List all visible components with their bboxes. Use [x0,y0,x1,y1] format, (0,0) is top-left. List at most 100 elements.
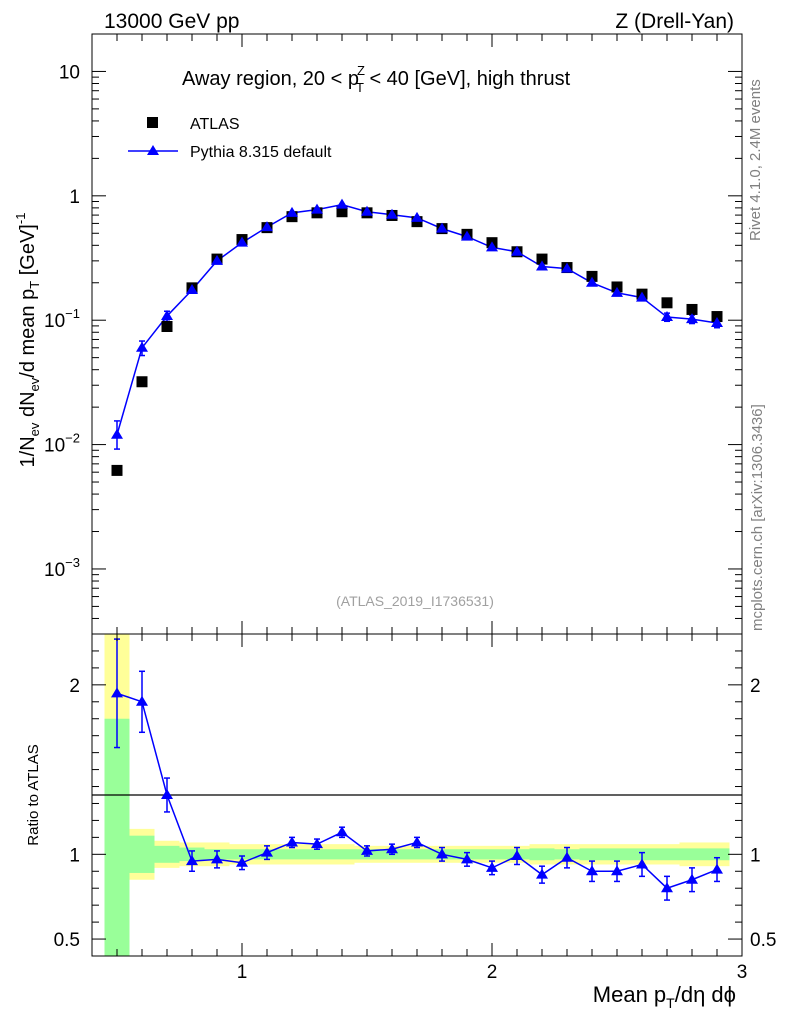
x-tick-label: 2 [487,962,498,983]
mc-data-point [311,203,323,214]
ratio-y-tick-label: 2 [69,676,80,697]
mc-data-point [286,206,298,217]
mc-data-point [511,245,523,256]
ratio-band-layer [104,634,730,956]
ratio-y-tick-label: 0.5 [54,930,80,951]
inner-band-bin [329,849,355,860]
mc-data-point [161,310,173,321]
ratio-point [486,861,498,872]
mc-data-point [536,260,548,271]
ratio-point [636,858,648,869]
mc-data-point [361,205,373,216]
x-tick-label: 1 [237,962,248,983]
atlas-data-point [586,270,598,282]
main-axes: 10 1 10−1 10−2 10−3 [44,33,743,635]
inner-band-bin [154,845,180,863]
inner-band-bin [679,848,705,861]
mc-data-point [711,316,723,327]
mc-marker-layer [111,198,723,439]
ratio-point [586,865,598,876]
inner-band-bin [604,848,630,861]
ratio-point [236,856,248,867]
y-tick-label: 10−2 [44,431,80,457]
ratio-point [186,855,198,866]
legend-mc-label: Pythia 8.315 default [190,144,332,161]
legend-atlas-marker [147,117,158,128]
ratio-point [136,695,148,706]
mc-data-point [211,254,223,265]
ratio-point [361,844,373,855]
inner-band-bin [529,848,555,861]
analysis-id-label: (ATLAS_2019_I1736531) [336,593,494,609]
x-tick-label: 3 [737,962,748,983]
legend-mc-marker [147,145,159,155]
atlas-data-point [336,206,348,218]
process-label: Z (Drell-Yan) [615,10,734,33]
ratio-y-tick-label: 1 [69,845,80,866]
ratio-point [211,853,223,864]
ratio-point [411,836,423,847]
ratio-marker-layer [111,687,723,893]
ratio-point [111,687,123,698]
mc-data-point [111,428,123,439]
inner-band-bin [229,849,255,860]
ratio-y-axis-label: Ratio to ATLAS [25,744,42,845]
y-tick-label: 1 [69,187,80,208]
atlas-data-point [711,311,723,323]
mc-data-point [386,208,398,219]
mc-data-point [661,311,673,322]
mc-errorbar-layer [114,286,720,450]
mc-data-point [336,198,348,209]
mc-data-point [436,222,448,233]
ratio-axes: 1 2 3 2 2 1 1 0.5 0.5 [54,633,776,983]
atlas-data-point [136,376,148,388]
ratio-y-tick-label-right: 0.5 [750,930,776,951]
ratio-point [436,848,448,859]
mc-data-point [636,291,648,302]
mc-series-line [116,203,718,435]
ratio-point [311,838,323,849]
atlas-data-point [661,297,673,309]
inner-band-bin [129,835,155,873]
ratio-point [461,853,473,864]
ratio-point [661,882,673,893]
ratio-point [161,789,173,799]
mc-data-point [486,241,498,252]
ratio-point [511,850,523,861]
ratio-point [261,846,273,857]
energy-label: 13000 GeV pp [104,10,239,33]
atlas-data-point [161,320,173,332]
ratio-point [286,836,298,847]
inner-band-bin [404,849,430,860]
mc-line-layer [116,203,718,435]
source-label: mcplots.cern.ch [arXiv:1306.3436] [749,404,766,631]
y-axis-label: 1/Nev dNev/d mean pT [GeV]-1 [13,213,42,468]
atlas-data-point [686,303,698,315]
mc-data-point [261,221,273,232]
ratio-point [686,873,698,884]
mc-data-point [686,313,698,324]
mc-data-point [411,211,423,222]
atlas-data-point [111,464,123,476]
mc-data-point [186,283,198,294]
x-axis-label: Mean pT/dη dϕ [593,982,736,1011]
inner-band-bin [304,849,330,860]
y-tick-label: 10−1 [44,306,80,332]
inner-band-bin [579,848,605,861]
mc-data-point [461,230,473,241]
mc-data-point [561,262,573,273]
ratio-point [536,868,548,879]
inner-band-bin [279,849,305,860]
legend-atlas-label: ATLAS [190,116,240,133]
mc-data-point [611,286,623,297]
inner-band-bin [704,848,730,861]
mc-data-point [136,341,148,352]
inner-band-bin [654,848,680,861]
data-point-layer [111,206,723,476]
rivet-version-label: Rivet 4.1.0, 2.4M events [747,79,764,241]
ratio-point [611,865,623,876]
ratio-point [561,851,573,862]
y-tick-label: 10−3 [44,555,80,581]
plot-title: Away region, 20 < pZ T < 40 [GeV], high t… [182,63,571,95]
